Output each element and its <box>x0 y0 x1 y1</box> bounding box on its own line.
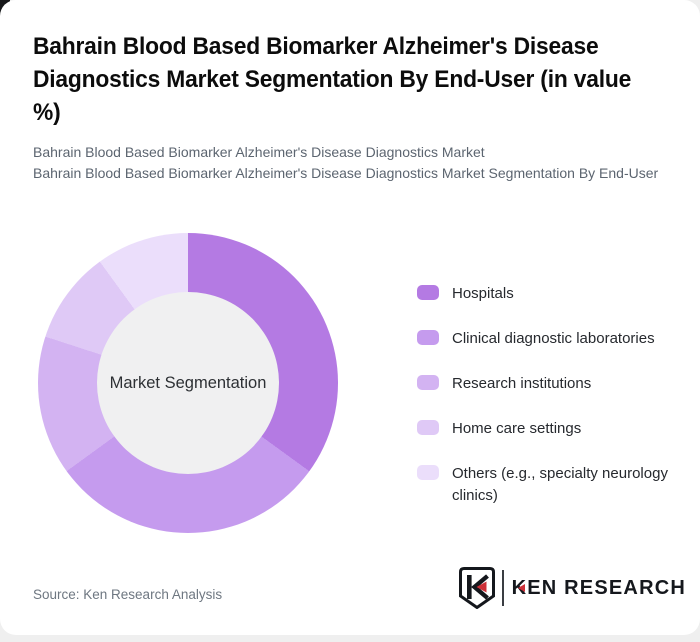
logo-divider <box>501 570 504 606</box>
ken-research-logo: KEN RESEARCH <box>458 567 686 609</box>
source-note: Source: Ken Research Analysis <box>33 587 223 602</box>
legend-swatch <box>417 330 439 345</box>
legend-item: Hospitals <box>417 283 679 305</box>
legend-label: Home care settings <box>452 420 582 437</box>
subtitle-line-1: Bahrain Blood Based Biomarker Alzheimer'… <box>33 144 485 160</box>
legend-item: Home care settings <box>417 418 679 440</box>
legend-swatch <box>417 465 439 480</box>
logo-wordmark: KEN RESEARCH <box>512 577 686 600</box>
chart-subtitles: Bahrain Blood Based Biomarker Alzheimer'… <box>33 142 678 183</box>
chart-legend: Hospitals Clinical diagnostic laboratorie… <box>417 283 679 530</box>
subtitle-line-2: Bahrain Blood Based Biomarker Alzheimer'… <box>33 164 659 181</box>
chart-title: Bahrain Blood Based Biomarker Alzheimer'… <box>33 33 632 126</box>
logo-text: KEN RESEARCH <box>511 576 686 599</box>
legend-item: Others (e.g., specialty neurology clinic… <box>417 463 679 507</box>
legend-label: Hospitals <box>452 285 514 302</box>
donut-center-label: Market Segmentation <box>109 373 267 392</box>
legend-item: Clinical diagnostic laboratories <box>417 328 679 350</box>
logo-k-red-triangle-icon <box>517 584 525 592</box>
legend-swatch <box>417 285 439 300</box>
legend-item: Research institutions <box>417 373 679 395</box>
legend-swatch <box>417 420 439 435</box>
legend-label: Others (e.g., specialty neurology clinic… <box>452 465 668 504</box>
legend-label: Research institutions <box>452 375 592 392</box>
legend-label: Clinical diagnostic laboratories <box>452 330 655 347</box>
donut-chart: Market Segmentation <box>38 233 338 533</box>
logo-shield-k-icon <box>458 567 495 609</box>
legend-swatch <box>417 375 439 390</box>
donut-center: Market Segmentation <box>97 292 279 474</box>
